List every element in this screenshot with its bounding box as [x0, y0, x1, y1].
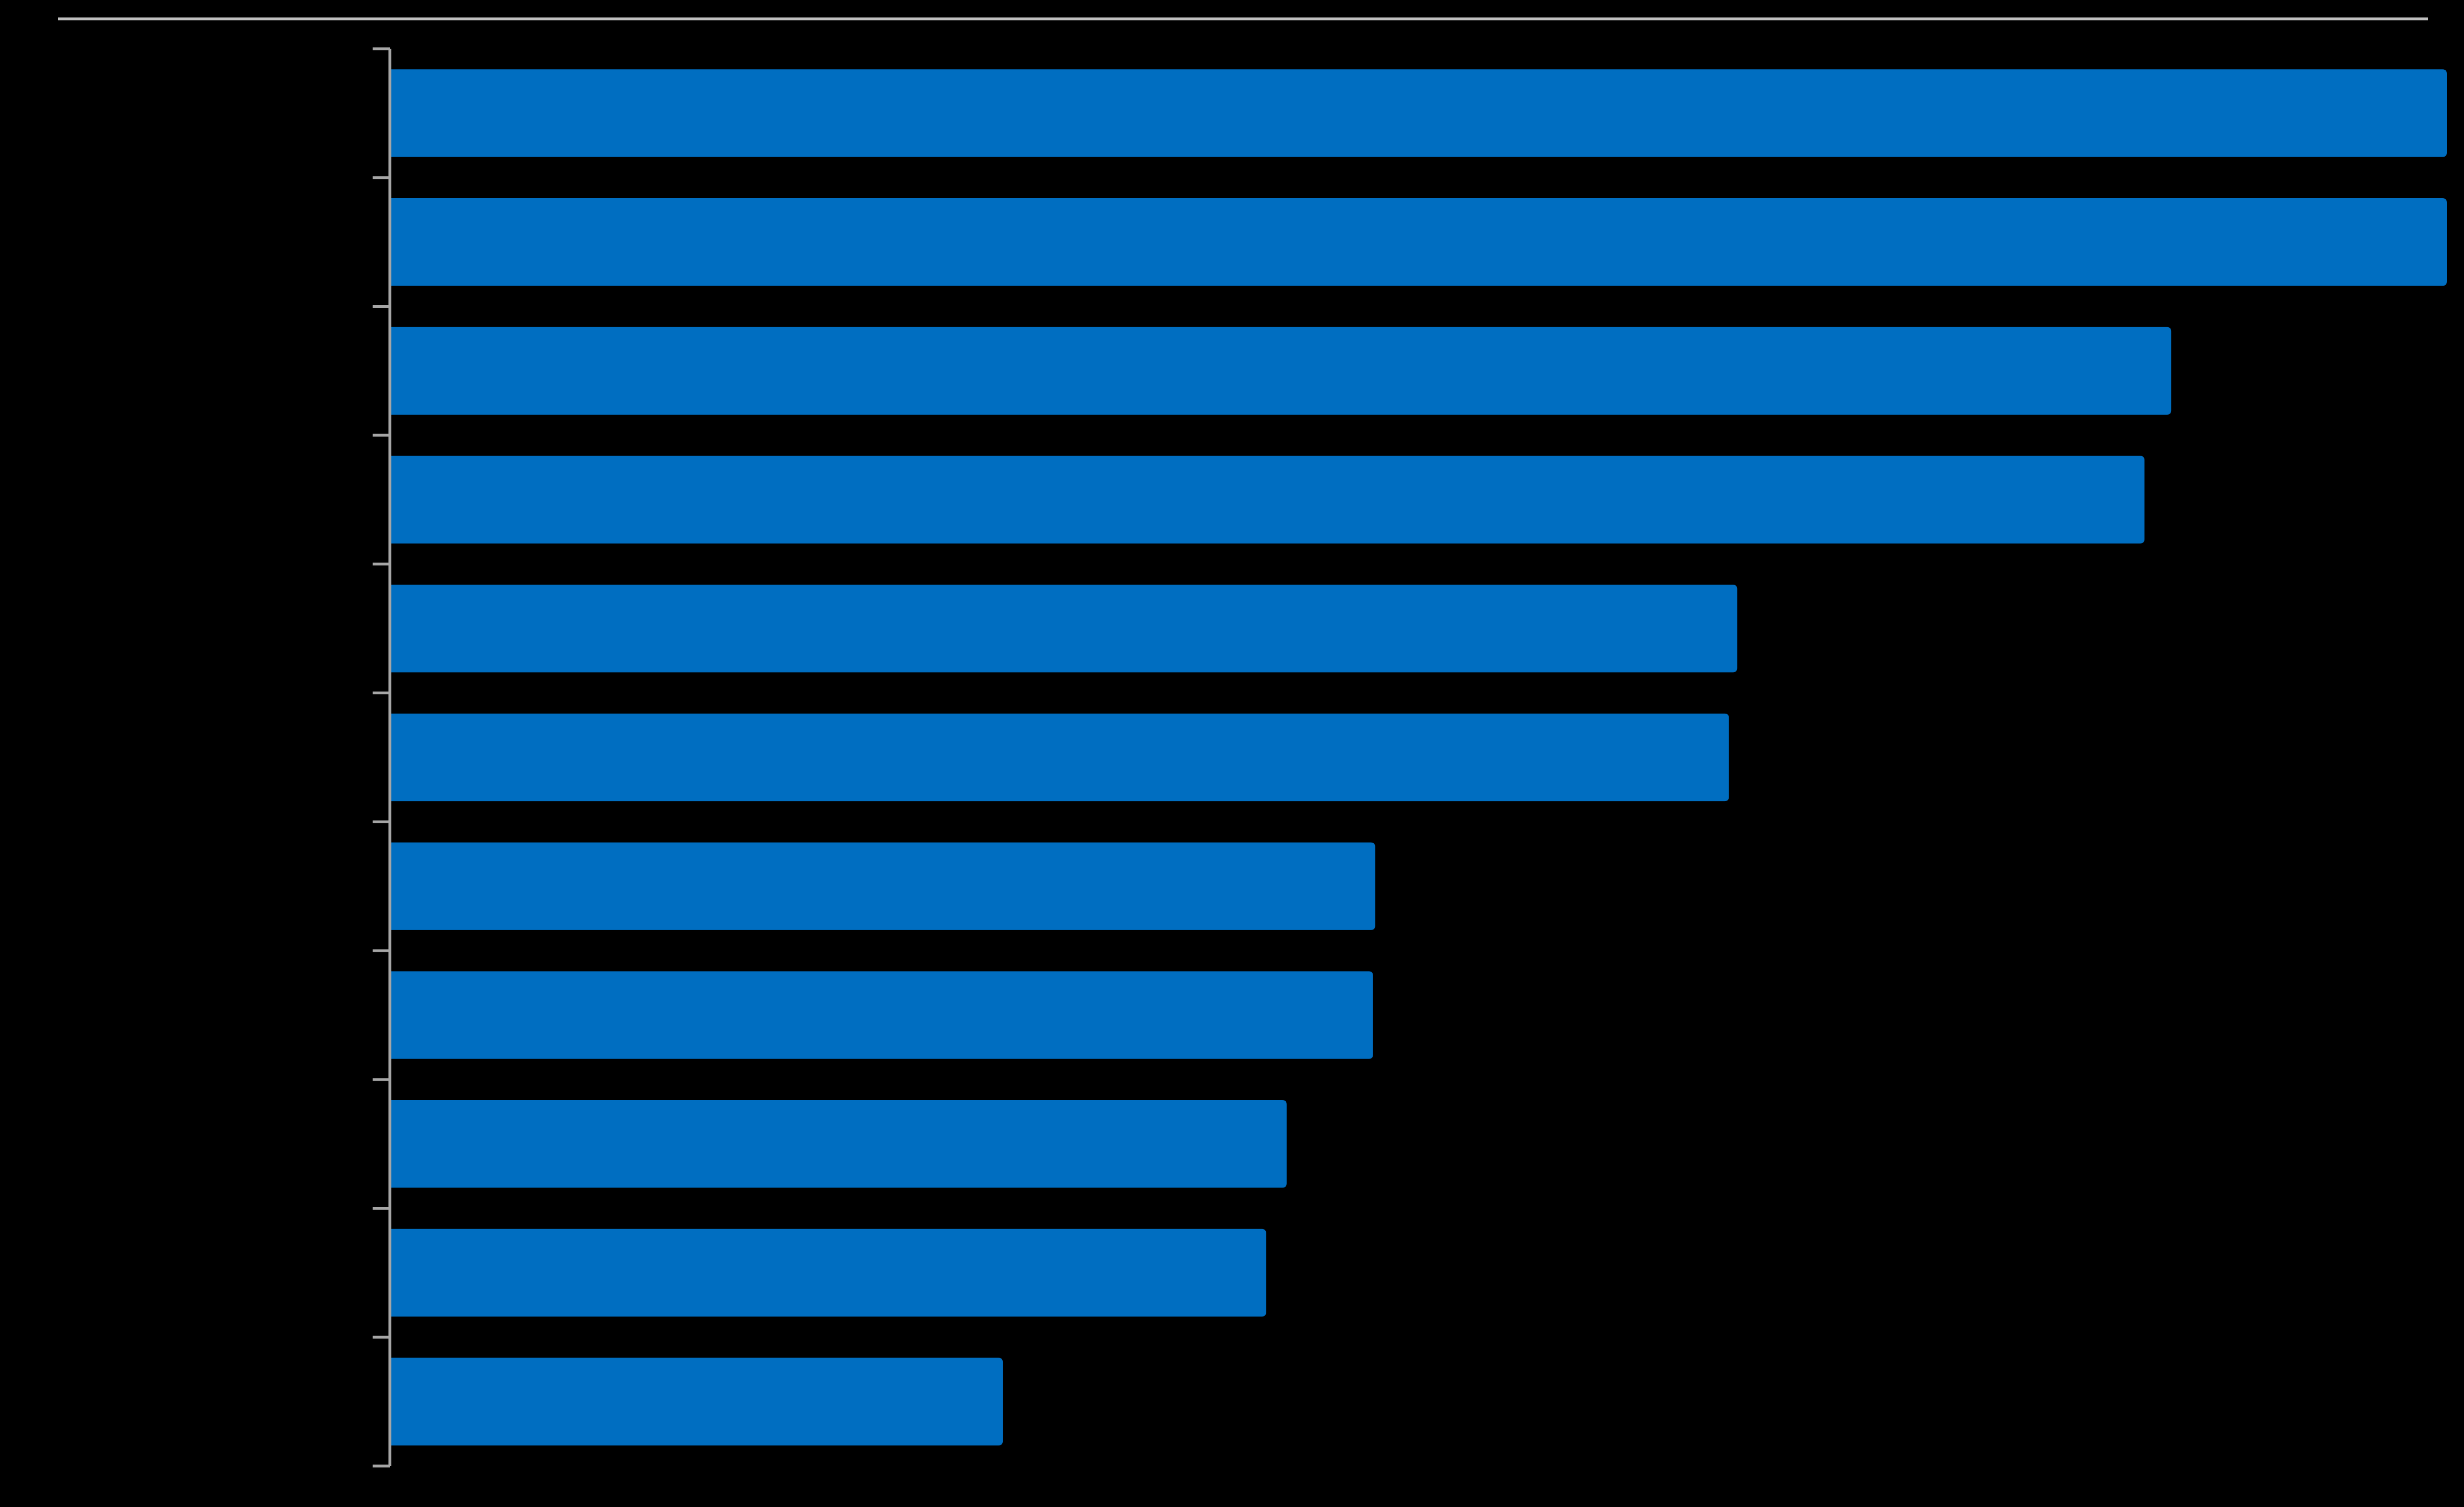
bar — [390, 1358, 1003, 1446]
bar — [390, 198, 2447, 286]
bar — [390, 585, 1738, 673]
bar — [390, 327, 2172, 415]
bar — [390, 971, 1373, 1059]
bar — [390, 842, 1375, 930]
bar — [390, 1229, 1266, 1317]
bar — [390, 69, 2447, 157]
bar — [390, 456, 2145, 544]
bar — [390, 1100, 1287, 1188]
bar — [390, 713, 1729, 802]
